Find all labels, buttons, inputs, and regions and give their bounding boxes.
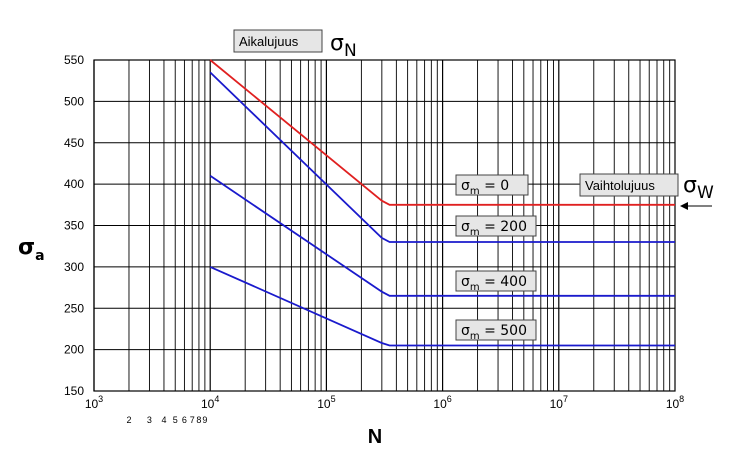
series-label-box bbox=[455, 174, 529, 196]
x-tick-label: 108 bbox=[666, 394, 684, 411]
axes-labels: 150 200 250 300 350 400 450 500 550 103 104 105 106 1… bbox=[18, 53, 684, 448]
aikalujuus-box bbox=[233, 29, 323, 53]
series-line-0 bbox=[209, 59, 675, 206]
sigma-n-symbol: σN bbox=[330, 31, 357, 61]
plot-frame bbox=[93, 59, 676, 392]
x-minor-label: 5 bbox=[173, 415, 178, 425]
y-tick-label: 500 bbox=[64, 94, 84, 108]
y-axis-label: σa bbox=[18, 235, 45, 264]
series-label: σm = 200 bbox=[461, 219, 527, 238]
x-axis-label: N bbox=[368, 426, 382, 448]
series-line-3 bbox=[209, 266, 675, 347]
series-label: σm = 0 bbox=[461, 178, 509, 197]
y-tick-label: 250 bbox=[64, 301, 84, 315]
y-tick-label: 450 bbox=[64, 136, 84, 150]
x-tick-label: 103 bbox=[85, 394, 103, 411]
x-minor-label: 8 bbox=[196, 415, 201, 425]
x-minor-label: 9 bbox=[202, 415, 207, 425]
series-label: σm = 400 bbox=[461, 274, 527, 293]
y-tick-label: 150 bbox=[64, 384, 84, 398]
series-label-box bbox=[455, 319, 537, 341]
y-tick-label: 200 bbox=[64, 343, 84, 357]
series-label-box bbox=[455, 215, 537, 237]
x-minor-label: 2 bbox=[126, 415, 131, 425]
x-minor-label: 7 bbox=[190, 415, 195, 425]
aikalujuus-label: Aikalujuus bbox=[239, 34, 299, 49]
arrow-head bbox=[680, 202, 688, 210]
x-tick-label: 104 bbox=[201, 394, 219, 411]
x-minor-label: 3 bbox=[147, 415, 152, 425]
series-lines bbox=[209, 59, 675, 347]
y-tick-label: 350 bbox=[64, 219, 84, 233]
x-tick-label: 106 bbox=[433, 394, 451, 411]
annotations: σm = 0 σm = 200 σm = 400 σm = 500 Aikalujuus… bbox=[233, 29, 714, 342]
series-line-1 bbox=[209, 71, 675, 243]
x-tick-label: 105 bbox=[317, 394, 335, 411]
vaihtolujuus-label: Vaihtolujuus bbox=[585, 178, 655, 193]
y-tick-label: 300 bbox=[64, 260, 84, 274]
x-minor-label: 6 bbox=[182, 415, 187, 425]
y-tick-label: 550 bbox=[64, 53, 84, 67]
series-label: σm = 500 bbox=[461, 323, 527, 342]
sigma-w-symbol: σW bbox=[683, 173, 714, 203]
series-label-box bbox=[455, 270, 537, 292]
y-tick-label: 400 bbox=[64, 177, 84, 191]
series-line-2 bbox=[209, 175, 675, 297]
vaihtolujuus-box bbox=[579, 173, 679, 197]
x-tick-label: 107 bbox=[550, 394, 568, 411]
x-minor-label: 4 bbox=[161, 415, 166, 425]
